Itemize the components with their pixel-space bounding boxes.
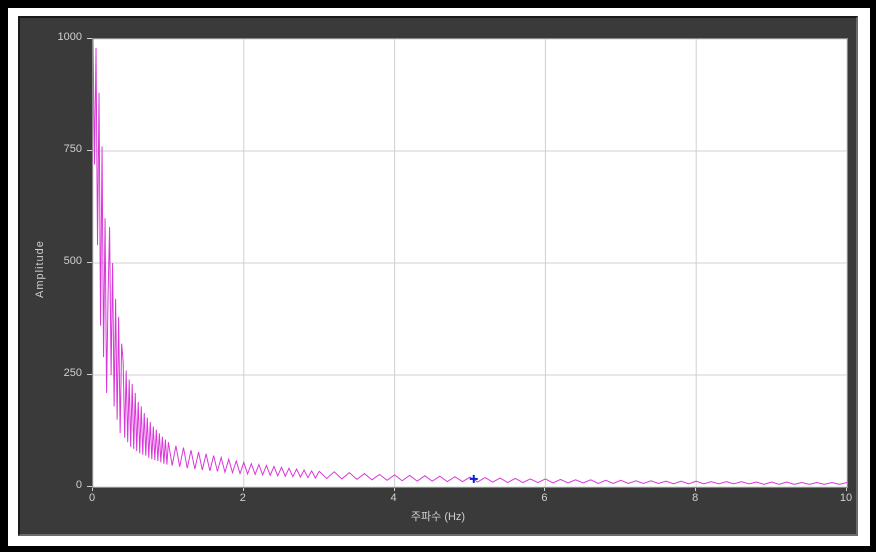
x-tick-label: 0	[77, 492, 107, 504]
plot-svg	[93, 39, 847, 487]
y-axis-label: Amplitude	[34, 240, 46, 298]
x-tick-label: 4	[379, 492, 409, 504]
y-tick-label: 0	[42, 479, 82, 491]
x-tick-label: 6	[529, 492, 559, 504]
x-axis-label: 주파수 (Hz)	[20, 508, 856, 524]
outer-frame: Amplitude 주파수 (Hz) 0 250 500 750 1000 0 2 4 6 8 1…	[6, 6, 872, 548]
x-tick-label: 10	[831, 492, 861, 504]
y-tick-label: 250	[42, 367, 82, 379]
y-tick-label: 1000	[42, 31, 82, 43]
y-tick-label: 500	[42, 255, 82, 267]
plot-area[interactable]	[92, 38, 848, 488]
spectrum-line	[93, 39, 847, 484]
x-tick-label: 2	[228, 492, 258, 504]
y-tick-label: 750	[42, 143, 82, 155]
chart-panel: Amplitude 주파수 (Hz) 0 250 500 750 1000 0 2 4 6 8 1…	[18, 16, 858, 536]
x-tick-label: 8	[680, 492, 710, 504]
